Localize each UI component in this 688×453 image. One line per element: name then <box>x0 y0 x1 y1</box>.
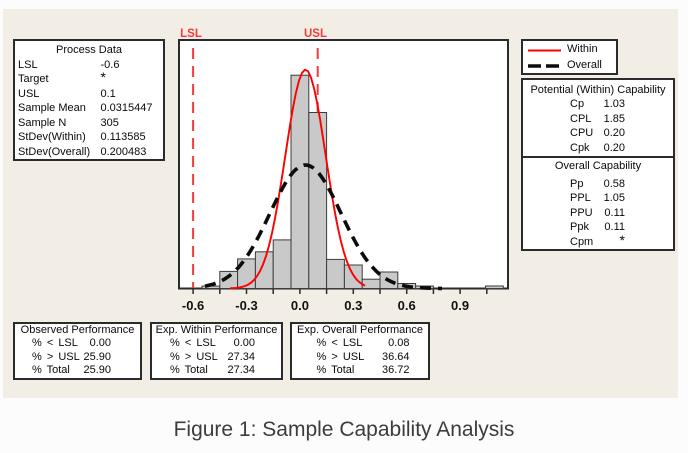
svg-text:USL: USL <box>304 28 327 40</box>
svg-text:0.0: 0.0 <box>291 298 309 313</box>
svg-text:0.6: 0.6 <box>398 298 416 313</box>
svg-text:0.9: 0.9 <box>451 298 469 313</box>
svg-text:0.3: 0.3 <box>344 298 362 313</box>
svg-text:LSL: LSL <box>180 28 202 40</box>
svg-text:-0.3: -0.3 <box>235 298 257 313</box>
svg-text:-0.6: -0.6 <box>182 298 204 313</box>
